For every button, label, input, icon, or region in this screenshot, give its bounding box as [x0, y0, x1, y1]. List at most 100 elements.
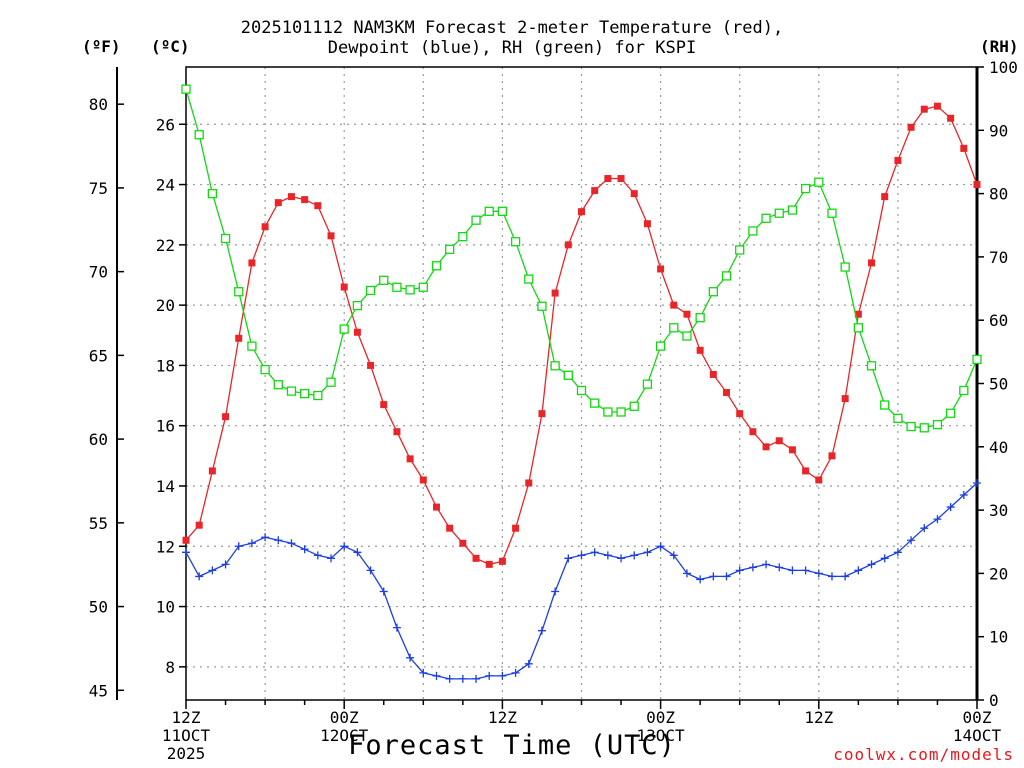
dewpoint-point [458, 674, 467, 683]
dewpoint-point [946, 503, 955, 512]
temperature-point [802, 467, 810, 475]
temperature-point [881, 193, 889, 201]
temperature-point [578, 208, 585, 216]
fahrenheit-tick-label: 70 [89, 263, 108, 282]
dewpoint-point [920, 524, 929, 533]
temperature-point [287, 193, 295, 201]
rh-point [497, 206, 508, 216]
dewpoint-point [287, 539, 296, 548]
dewpoint-point [696, 575, 705, 584]
celsius-tick-label: 14 [156, 477, 175, 496]
dewpoint-point [590, 548, 599, 557]
temperature-point [406, 455, 414, 463]
fahrenheit-tick-label: 60 [89, 430, 108, 449]
dewpoint-point [511, 668, 520, 677]
rh-point [524, 274, 534, 284]
axes: 8 10 12 14 16 18 20 22 24 26 45 50 55 60 65 70 75 80 0 10 20… [89, 58, 1018, 763]
temperature-point [208, 467, 216, 475]
temperature-point [380, 401, 388, 409]
rh-point [629, 401, 639, 411]
dewpoint-point [524, 659, 533, 668]
temperature-point [762, 443, 770, 451]
x-tick-label: 14OCT [953, 726, 1002, 745]
series-temperature [182, 102, 981, 568]
dewpoint-point [709, 572, 718, 581]
rh-point [761, 213, 771, 223]
fahrenheit-tick-label: 65 [89, 346, 108, 365]
chart-title-line-2: Dewpoint (blue), RH (green) for KSPI [327, 38, 697, 58]
temperature-point [301, 196, 309, 204]
dewpoint-point [208, 566, 217, 575]
temperature-point [498, 557, 506, 565]
dewpoint-point [498, 671, 507, 680]
dewpoint-point [854, 566, 863, 575]
fahrenheit-tick-label: 75 [89, 179, 108, 198]
rh-point [590, 398, 600, 408]
rh-point [972, 354, 982, 365]
rh-point [669, 323, 679, 333]
dewpoint-point [788, 566, 797, 575]
rh-point [774, 208, 784, 218]
dewpoint-point [669, 551, 678, 560]
fahrenheit-tick-label: 45 [89, 681, 108, 700]
x-tick-label: 12Z [488, 708, 517, 727]
rh-point [787, 205, 798, 215]
temperature-point [564, 241, 572, 249]
rh-point [339, 324, 349, 334]
dewpoint-point [353, 548, 362, 557]
rh-point [603, 407, 613, 417]
rh-point [735, 245, 745, 255]
rh-point [814, 177, 824, 187]
rh-point [708, 287, 718, 297]
dewpoint-point [432, 671, 441, 680]
temperature-point [195, 521, 203, 529]
dewpoint-point [735, 566, 744, 575]
dewpoint-point [313, 551, 322, 560]
temperature-point [643, 220, 651, 228]
fahrenheit-tick-label: 50 [89, 598, 108, 617]
temperature-point [393, 428, 401, 436]
dewpoint-point [261, 533, 270, 542]
dewpoint-point [182, 548, 190, 557]
rh-point [273, 380, 283, 390]
dewpoint-point [907, 536, 916, 545]
dewpoint-point [603, 551, 612, 560]
fahrenheit-tick-label: 55 [89, 514, 108, 533]
celsius-tick-label: 10 [156, 598, 175, 617]
temperature-point [512, 524, 520, 532]
rh-point [919, 423, 929, 433]
dewpoint-point [551, 587, 560, 596]
rh-point [550, 361, 560, 371]
rh-tick-label: 90 [989, 121, 1008, 140]
temperature-point [736, 410, 744, 418]
rh-tick-label: 10 [989, 628, 1008, 647]
temperature-point [314, 202, 322, 210]
dewpoint-point [234, 542, 243, 551]
celsius-tick-label: 18 [156, 356, 175, 375]
celsius-tick-label: 20 [156, 296, 175, 315]
rh-unit-label: (RH) [980, 37, 1019, 56]
series-rh [181, 84, 982, 433]
temperature-point [854, 310, 862, 318]
dewpoint-point [366, 566, 375, 575]
x-tick-label: 12Z [172, 708, 201, 727]
dewpoint-point [801, 566, 810, 575]
dewpoint-point [577, 551, 586, 560]
rh-point [945, 408, 956, 418]
x-tick-label: 2025 [167, 744, 206, 763]
rh-point [537, 301, 547, 311]
temperature-point [841, 395, 849, 403]
rh-point [576, 385, 587, 396]
temperature-point [459, 539, 467, 547]
rh-tick-label: 40 [989, 438, 1008, 457]
temperature-point [709, 370, 717, 378]
dewpoint-point [472, 674, 481, 683]
temperature-point [327, 232, 335, 240]
rh-point [392, 282, 402, 292]
rh-point [748, 226, 758, 236]
temperature-point [683, 310, 691, 318]
rh-tick-label: 30 [989, 501, 1008, 520]
rh-point [247, 341, 257, 351]
celsius-tick-label: 22 [156, 236, 175, 255]
temperature-point [367, 361, 375, 369]
